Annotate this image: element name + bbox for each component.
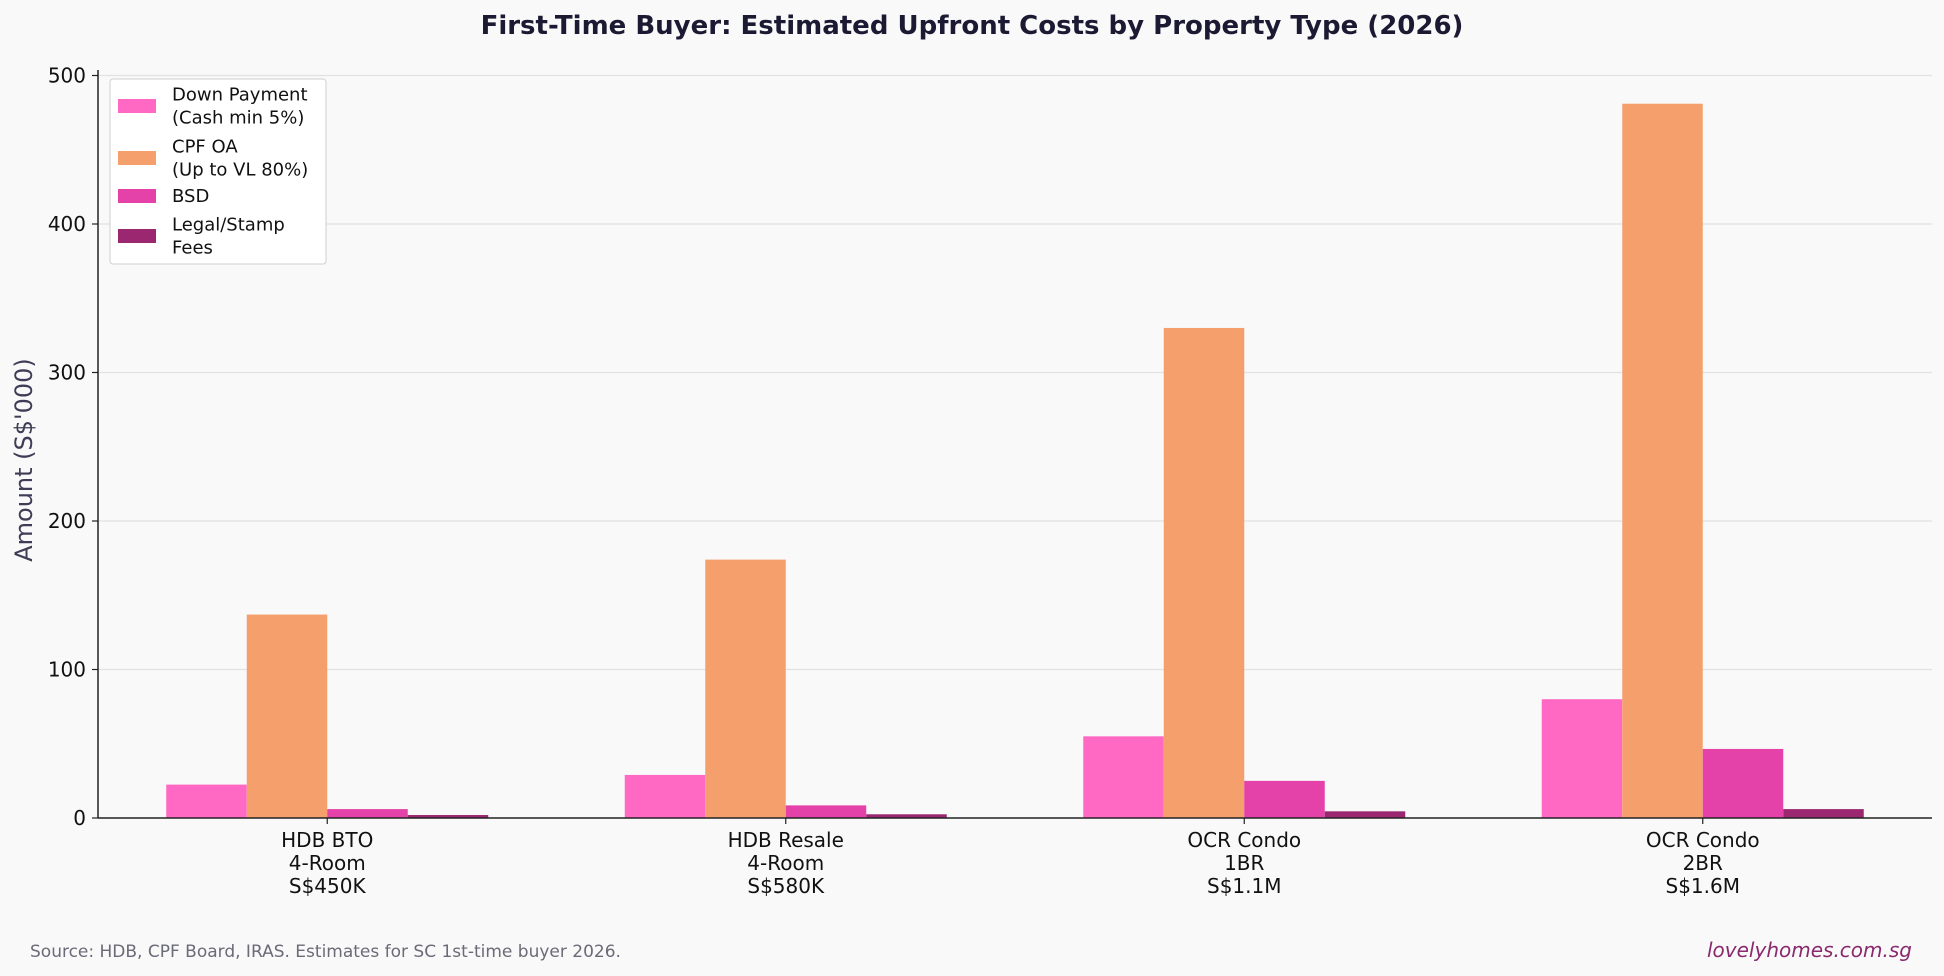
x-tick-label: 1BR xyxy=(1224,851,1264,875)
bar xyxy=(407,815,489,818)
legend-swatch xyxy=(118,229,156,243)
legend-label: Legal/Stamp xyxy=(172,215,285,236)
bar xyxy=(1702,748,1784,818)
chart-title: First-Time Buyer: Estimated Upfront Cost… xyxy=(481,11,1464,41)
x-tick-label: HDB Resale xyxy=(728,828,844,852)
x-tick-label: S$450K xyxy=(289,874,367,898)
legend-swatch xyxy=(118,151,156,165)
x-tick-label: 4-Room xyxy=(747,851,824,875)
y-tick-label: 400 xyxy=(48,212,86,236)
brand-watermark: lovelyhomes.com.sg xyxy=(1707,938,1912,962)
y-tick-label: 100 xyxy=(48,658,86,682)
x-tick-label: HDB BTO xyxy=(281,828,373,852)
bars xyxy=(166,103,1864,819)
x-tick-label: S$1.1M xyxy=(1207,874,1281,898)
y-tick-label: 0 xyxy=(73,806,86,830)
x-tick-label: S$580K xyxy=(747,874,825,898)
bar xyxy=(866,814,947,818)
y-axis-label: Amount (S$'000) xyxy=(10,358,38,562)
y-tick-label: 300 xyxy=(48,361,86,385)
legend-box xyxy=(109,78,327,265)
y-tick-label: 200 xyxy=(48,509,86,533)
bar xyxy=(1163,327,1245,818)
legend-label: (Cash min 5%) xyxy=(172,108,304,129)
x-tick-label: OCR Condo xyxy=(1646,828,1760,852)
source-note: Source: HDB, CPF Board, IRAS. Estimates … xyxy=(30,942,621,962)
legend-swatch xyxy=(118,99,156,113)
legend-label: Down Payment xyxy=(172,85,308,106)
legend: Down Payment(Cash min 5%) CPF OA(Up to VL… xyxy=(109,78,327,265)
legend-label: (Up to VL 80%) xyxy=(172,160,308,181)
bar xyxy=(246,614,328,818)
legend-label: CPF OA xyxy=(172,137,238,158)
x-tick-label: OCR Condo xyxy=(1187,828,1301,852)
bar xyxy=(1083,736,1164,818)
bar xyxy=(624,774,706,818)
bar xyxy=(1622,103,1703,819)
bar xyxy=(327,809,408,818)
bar xyxy=(1324,811,1406,818)
y-tick-label: 500 xyxy=(48,64,86,88)
y-tick-labels: 0 100 200 300 400 500 xyxy=(48,64,98,830)
bar xyxy=(1783,809,1864,818)
x-tick-label: 4-Room xyxy=(289,851,366,875)
x-tick-label: 2BR xyxy=(1683,851,1723,875)
bar xyxy=(1244,780,1325,818)
bar xyxy=(1541,699,1623,818)
legend-label: BSD xyxy=(172,186,209,207)
bar xyxy=(166,784,247,818)
bar xyxy=(705,559,786,818)
x-tick-label: S$1.6M xyxy=(1666,874,1740,898)
legend-swatch xyxy=(118,189,156,203)
axes xyxy=(97,70,1932,819)
bar xyxy=(785,805,867,818)
legend-label: Fees xyxy=(172,238,213,259)
